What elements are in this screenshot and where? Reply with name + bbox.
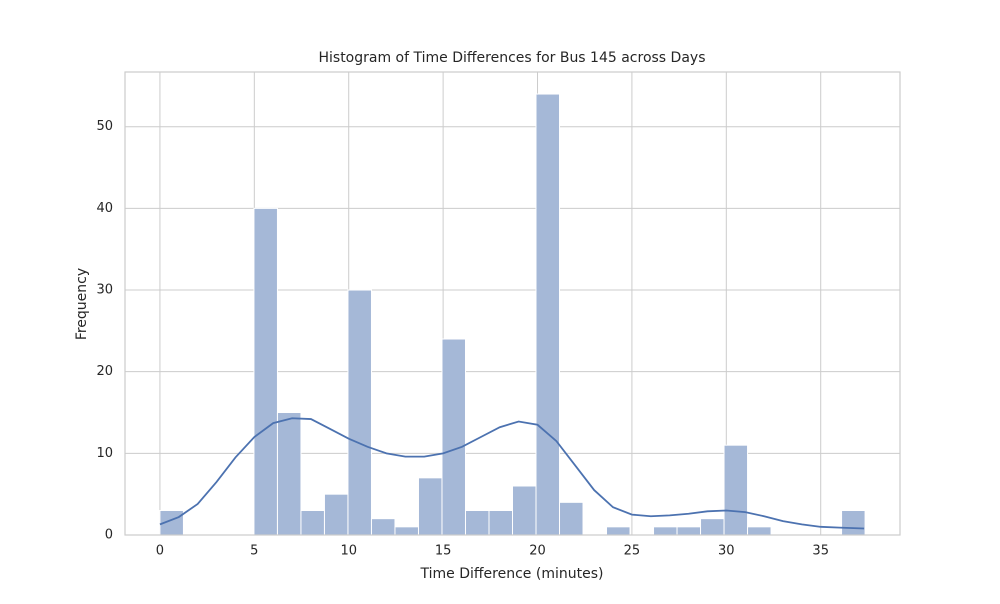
- x-tick-label: 20: [529, 544, 546, 559]
- bar: [441, 338, 466, 536]
- x-tick-label: 25: [624, 544, 641, 559]
- bar: [394, 526, 419, 536]
- x-tick-label: 30: [718, 544, 735, 559]
- bar: [841, 510, 866, 536]
- y-tick-label: 50: [96, 119, 113, 134]
- x-tick-label: 35: [812, 544, 829, 559]
- x-tick-label: 15: [435, 544, 452, 559]
- bar: [417, 477, 443, 536]
- bar: [488, 510, 513, 536]
- kde-line: [159, 417, 865, 530]
- bar: [347, 289, 372, 536]
- x-axis-label: Time Difference (minutes): [420, 566, 604, 582]
- bar: [253, 207, 278, 536]
- bar: [653, 526, 678, 536]
- bar: [512, 485, 537, 536]
- bar: [300, 510, 325, 536]
- bar: [276, 412, 302, 536]
- bar: [559, 501, 584, 536]
- bar: [323, 493, 349, 536]
- bar: [606, 526, 631, 536]
- x-tick-label: 10: [340, 544, 357, 559]
- bar: [676, 526, 702, 536]
- chart-title: Histogram of Time Differences for Bus 14…: [318, 50, 705, 66]
- plot-frame: [124, 71, 901, 536]
- x-tick-label: 5: [250, 544, 258, 559]
- bar: [723, 444, 749, 536]
- bar: [370, 518, 396, 536]
- y-tick-label: 20: [96, 364, 113, 379]
- bar: [535, 93, 561, 536]
- y-tick-label: 10: [96, 446, 113, 461]
- y-tick-label: 30: [96, 283, 113, 298]
- bar: [700, 518, 725, 536]
- y-axis-label: Frequency: [74, 268, 90, 340]
- y-tick-label: 0: [105, 528, 113, 543]
- bar: [464, 510, 490, 536]
- bar: [747, 526, 772, 536]
- y-tick-label: 40: [96, 201, 113, 216]
- x-tick-label: 0: [156, 544, 164, 559]
